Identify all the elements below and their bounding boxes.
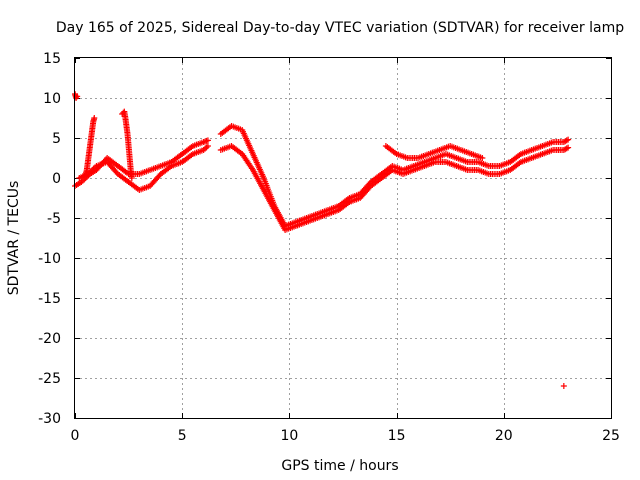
x-tick-label: 0 bbox=[71, 428, 80, 444]
x-tick-label: 20 bbox=[495, 428, 513, 444]
axis-ticks: 0 5 10 15 20 25 -30 -25 -20 -15 -10 -5 0 5 10 15 bbox=[38, 51, 620, 444]
data-point bbox=[560, 383, 567, 389]
y-axis-label: SDTVAR / TECUs bbox=[6, 181, 22, 296]
data-point bbox=[204, 137, 211, 144]
data-point bbox=[128, 175, 135, 181]
y-tick-label: -5 bbox=[47, 211, 61, 227]
plot-frame bbox=[74, 57, 612, 419]
data-point bbox=[565, 136, 572, 143]
y-tick-label: -20 bbox=[38, 331, 61, 347]
x-axis-label: GPS time / hours bbox=[281, 458, 398, 474]
grid bbox=[75, 58, 611, 418]
series-outlier bbox=[560, 383, 567, 389]
data-point bbox=[91, 115, 98, 121]
x-tick-label: 5 bbox=[178, 428, 187, 444]
series-upper-segment bbox=[382, 143, 486, 161]
y-tick-label: 10 bbox=[43, 91, 61, 107]
y-tick-label: -25 bbox=[38, 371, 61, 387]
y-tick-label: -10 bbox=[38, 251, 61, 267]
y-tick-label: 0 bbox=[52, 171, 61, 187]
data-point bbox=[565, 144, 572, 151]
x-tick-label: 25 bbox=[602, 428, 620, 444]
y-tick-label: 15 bbox=[43, 51, 61, 67]
y-tick-label: -30 bbox=[38, 411, 61, 427]
series-spike-early bbox=[72, 91, 81, 101]
series-band-b bbox=[76, 143, 211, 193]
data-point bbox=[204, 143, 211, 149]
series-band-a bbox=[72, 137, 211, 189]
y-tick-label: -15 bbox=[38, 291, 61, 307]
series-main-b bbox=[217, 143, 572, 233]
series-spike-2 bbox=[119, 108, 135, 181]
data-point bbox=[479, 155, 486, 161]
data-points bbox=[72, 91, 572, 389]
data-point bbox=[74, 93, 81, 100]
series-spike-1 bbox=[82, 115, 98, 177]
chart-title: Day 165 of 2025, Sidereal Day-to-day VTE… bbox=[56, 20, 624, 36]
y-tick-label: 5 bbox=[52, 131, 61, 147]
x-tick-label: 15 bbox=[388, 428, 406, 444]
x-tick-label: 10 bbox=[280, 428, 298, 444]
